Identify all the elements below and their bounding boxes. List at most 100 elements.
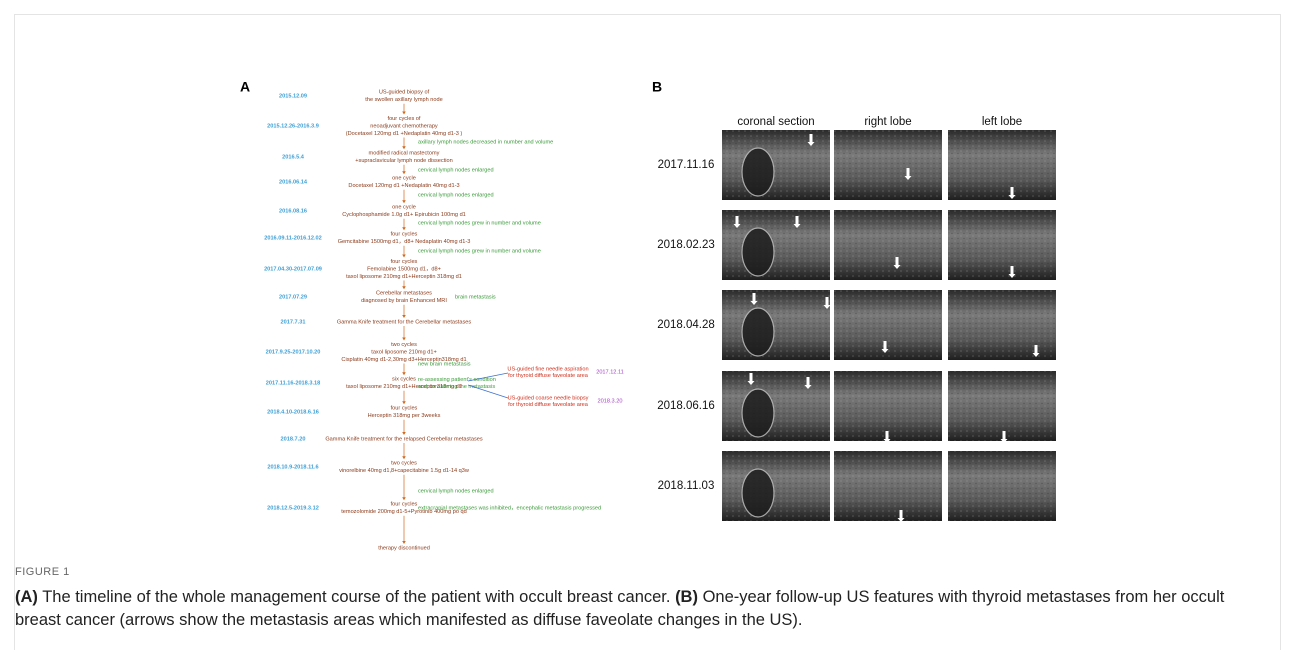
us-arrow bbox=[753, 293, 756, 302]
ultrasound-texture bbox=[834, 451, 942, 521]
treatment: two cycles bbox=[391, 461, 417, 467]
treatment: modified radical mastectomy bbox=[369, 151, 440, 157]
panel-label: B bbox=[652, 79, 662, 95]
branch-date: 2017.12.11 bbox=[596, 369, 624, 375]
ultrasound-texture bbox=[948, 210, 1056, 280]
date: 2016.06.14 bbox=[279, 179, 308, 185]
us-arrow bbox=[807, 377, 810, 386]
us-arrow bbox=[750, 373, 753, 382]
date: 2017.11.16-2018.3.18 bbox=[266, 380, 320, 386]
treatment: US-guided biopsy of bbox=[379, 90, 430, 96]
trachea bbox=[742, 148, 774, 196]
note: cervical lymph nodes enlarged bbox=[418, 488, 494, 494]
us-arrow bbox=[796, 216, 799, 225]
note: cervical lymph nodes grew in number and … bbox=[418, 220, 541, 226]
date: 2017.9.25-2017.10.20 bbox=[266, 349, 321, 355]
branch-text: for thyroid diffuse faveolate area bbox=[508, 373, 589, 379]
treatment: Herceptin 318mg per 3weeks bbox=[368, 413, 441, 419]
branch-text: US-guided coarse needle biopsy bbox=[508, 395, 589, 401]
date: 2018.12.5-2019.3.12 bbox=[267, 505, 319, 511]
treatment: Gamma Knife treatment for the Cerebellar… bbox=[337, 319, 472, 325]
treatment: six cycles bbox=[392, 377, 416, 383]
note: cervical lymph nodes grew in number and … bbox=[418, 248, 541, 254]
ultrasound-texture bbox=[948, 290, 1056, 360]
arrow-head bbox=[402, 338, 406, 341]
figure: A B 2015.12.09US-guided biopsy ofthe swo… bbox=[0, 0, 1295, 650]
ultrasound-texture bbox=[722, 451, 830, 521]
date: 2015.12.26-2016.3.9 bbox=[267, 123, 319, 129]
treatment: (Docetaxel 120mg d1 +Nedaplatin 40mg d1-… bbox=[346, 131, 463, 137]
branch-date: 2018.3.20 bbox=[598, 398, 623, 404]
treatment: one cycle bbox=[392, 205, 416, 211]
us-arrow bbox=[1011, 187, 1014, 196]
branch-text: for thyroid diffuse faveolate area bbox=[508, 402, 589, 408]
column-header: left lobe bbox=[982, 116, 1022, 128]
arrow-head bbox=[402, 432, 406, 435]
ultrasound-texture bbox=[948, 451, 1056, 521]
arrow-head bbox=[402, 541, 406, 544]
trachea bbox=[742, 228, 774, 276]
treatment: four cycles bbox=[391, 502, 418, 508]
treatment: Femolabine 1500mg d1，d8+ bbox=[367, 266, 441, 272]
treatment: diagnosed by brain Enhanced MRI bbox=[361, 298, 447, 304]
arrow-head bbox=[402, 112, 406, 115]
note: extracranial metastases was inhibited，en… bbox=[418, 505, 601, 511]
arrow-head bbox=[402, 255, 406, 258]
arrow-head bbox=[402, 497, 406, 500]
us-arrow bbox=[886, 431, 889, 440]
note: brain metastasis bbox=[455, 294, 496, 300]
treatment: neoadjuvant chemotherapy bbox=[370, 123, 438, 129]
row-date: 2018.06.16 bbox=[657, 400, 715, 412]
treatment: Gamma Knife treatment for the relapsed C… bbox=[325, 436, 483, 442]
date: 2018.7.20 bbox=[281, 436, 306, 442]
arrow-head bbox=[402, 456, 406, 459]
treatment: taxol liposome 210mg d1+ bbox=[371, 349, 436, 355]
treatment: Gemcitabine 1500mg d1，d8+ Nedaplatin 40m… bbox=[338, 239, 471, 245]
us-arrow bbox=[907, 168, 910, 177]
caption-tag: (A) bbox=[15, 588, 38, 606]
us-arrow bbox=[826, 297, 829, 306]
trachea bbox=[742, 308, 774, 356]
treatment: taxol liposome 210mg d1+Herceptin 318mg … bbox=[346, 274, 462, 280]
arrow-head bbox=[402, 286, 406, 289]
date: 2016.5.4 bbox=[282, 154, 305, 160]
branch-text: US-guided fine needle aspiration bbox=[507, 366, 588, 372]
frame bbox=[15, 15, 1281, 650]
treatment: +supraclavicular lymph node dissection bbox=[355, 158, 452, 164]
arrow-head bbox=[402, 401, 406, 404]
ultrasound-texture bbox=[948, 130, 1056, 200]
us-arrow bbox=[1003, 431, 1006, 440]
caption-text: (A) The timeline of the whole management… bbox=[15, 586, 1260, 632]
note: cervical lymph nodes enlarged bbox=[418, 192, 494, 198]
us-arrow bbox=[736, 216, 739, 225]
date: 2016.08.16 bbox=[279, 208, 307, 214]
panel-label: A bbox=[240, 79, 250, 95]
row-date: 2018.04.28 bbox=[657, 319, 715, 331]
treatment: vinorelbine 40mg d1,8+capecitabine 1.5g … bbox=[339, 468, 470, 474]
us-arrow bbox=[900, 510, 903, 519]
date: 2018.10.9-2018.11.6 bbox=[267, 464, 318, 470]
treatment: two cycles bbox=[391, 342, 417, 348]
treatment: Docetaxel 120mg d1 +Nedaplatin 40mg d1-3 bbox=[348, 183, 459, 189]
caption-tag: (B) bbox=[675, 588, 698, 606]
arrow-head bbox=[402, 372, 406, 375]
ultrasound-texture bbox=[834, 130, 942, 200]
treatment: the swollen axillary lymph node bbox=[365, 97, 442, 103]
figure-label: FIGURE 1 bbox=[15, 566, 1260, 578]
arrow-head bbox=[402, 200, 406, 203]
arrow-head bbox=[402, 146, 406, 149]
caption-part: The timeline of the whole management cou… bbox=[42, 588, 670, 606]
column-header: coronal section bbox=[737, 116, 814, 128]
page: A B 2015.12.09US-guided biopsy ofthe swo… bbox=[0, 0, 1295, 650]
treatment: Cyclophosphamide 1.0g d1+ Epirubicin 100… bbox=[342, 212, 466, 218]
date: 2018.4.10-2018.6.16 bbox=[267, 409, 319, 415]
ultrasound-texture bbox=[834, 210, 942, 280]
treatment: four cycles bbox=[391, 259, 418, 265]
ultrasound-texture bbox=[722, 290, 830, 360]
note: new brain metastasis bbox=[418, 361, 471, 367]
arrow-head bbox=[402, 171, 406, 174]
note: and considering the metastasis bbox=[418, 384, 495, 390]
date: 2017.04.30-2017.07.09 bbox=[264, 266, 322, 272]
